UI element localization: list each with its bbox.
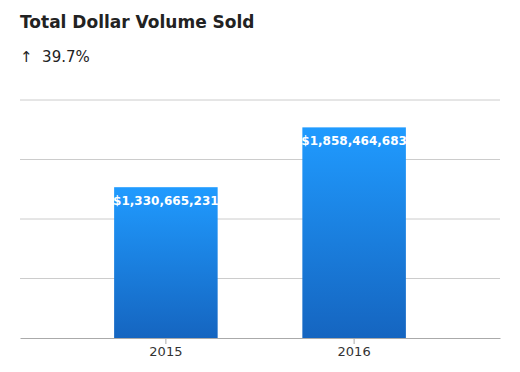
data-label: $1,330,665,231 (113, 194, 219, 208)
grid-line (20, 100, 500, 101)
x-tick-mark (354, 338, 355, 344)
grid-line (20, 159, 500, 160)
grid-line (20, 219, 500, 220)
x-tick: 2016 (338, 338, 371, 359)
x-tick-label: 2015 (149, 344, 182, 359)
x-tick-mark (165, 338, 166, 344)
data-label: $1,858,464,683 (301, 134, 407, 148)
title: Total Dollar Volume Sold (20, 12, 255, 32)
x-axis: 2015 2016 (21, 338, 501, 359)
x-axis-line (21, 338, 501, 339)
plot: 2015 2016 $1,330,665,231 $1,858,464,683 (20, 100, 501, 359)
bars (114, 127, 406, 338)
grid-line (20, 278, 500, 279)
subtitle: ↑ 39.7% (20, 48, 90, 66)
x-tick: 2015 (149, 338, 182, 359)
bar (114, 187, 218, 338)
bar (302, 127, 406, 338)
data-labels: $1,330,665,231 $1,858,464,683 (113, 134, 407, 208)
grid (20, 100, 500, 279)
x-tick-label: 2016 (338, 344, 371, 359)
chart: Total Dollar Volume Sold ↑ 39.7% 2015 2016 $… (0, 0, 520, 372)
